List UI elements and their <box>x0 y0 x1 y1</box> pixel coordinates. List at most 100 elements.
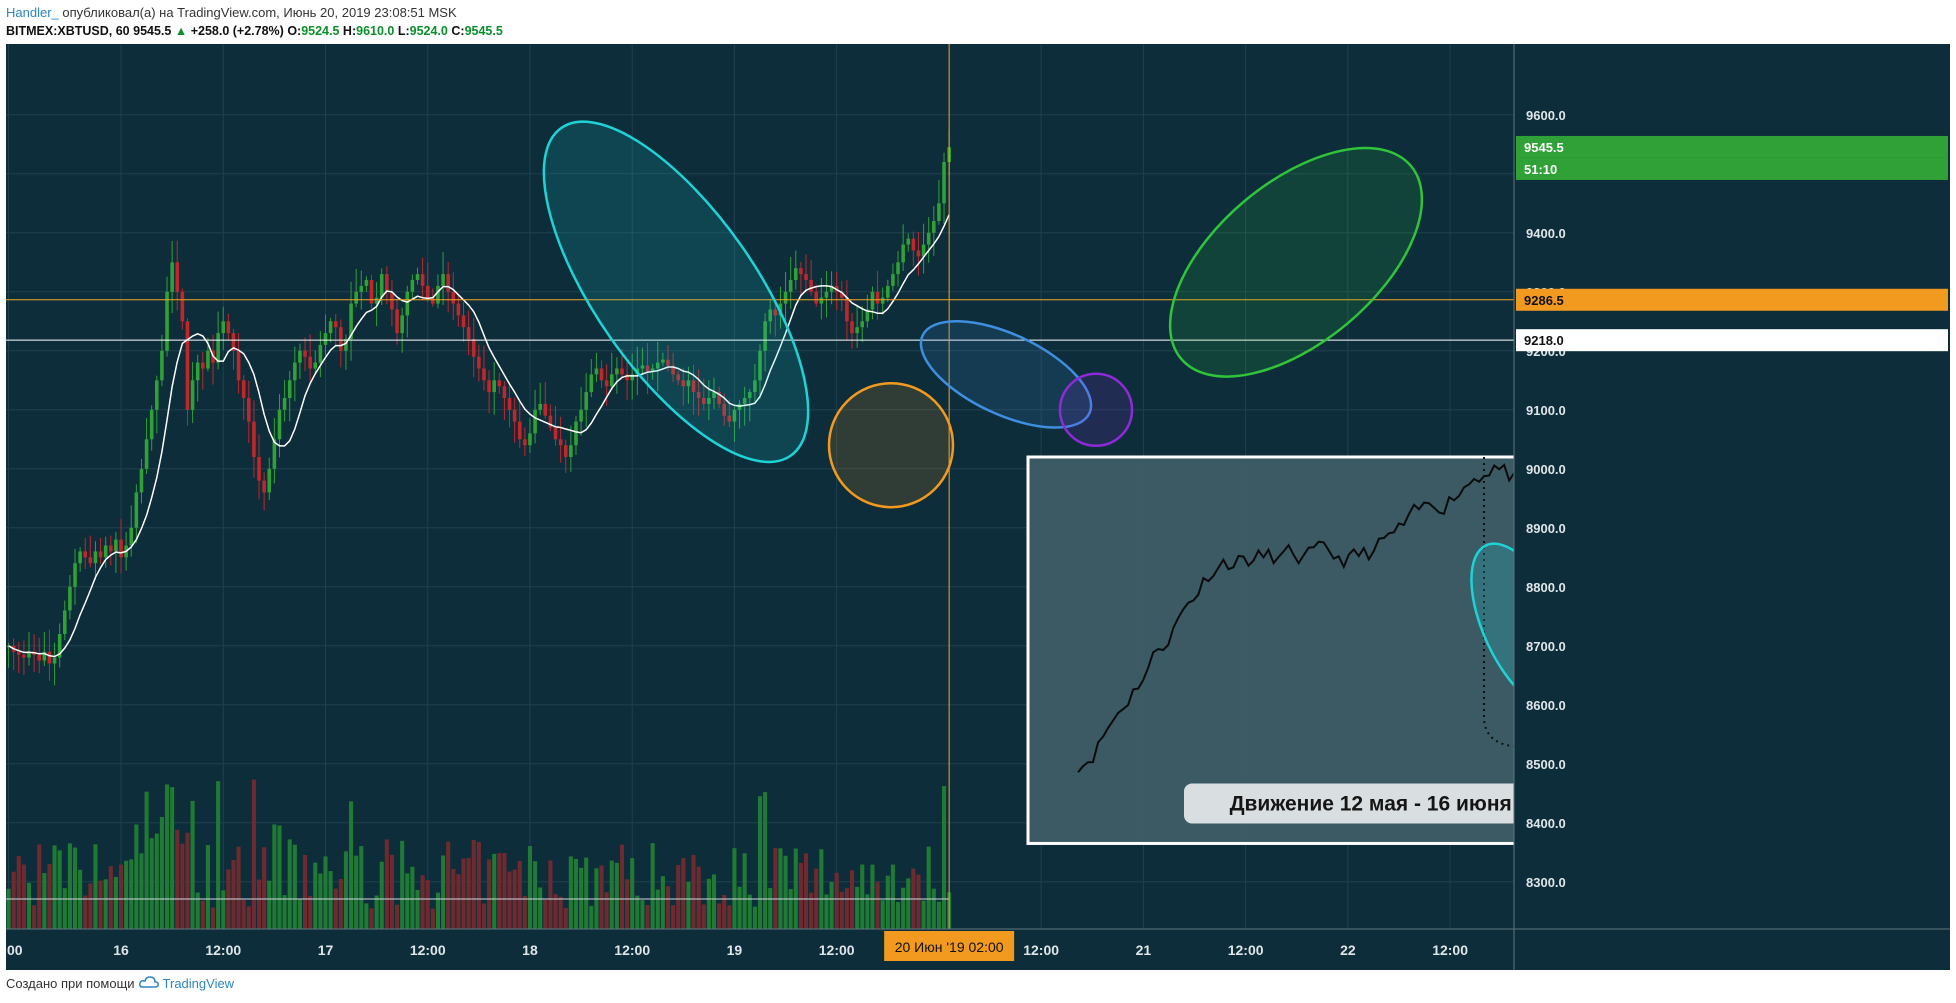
candle-body <box>390 291 394 310</box>
volume-bar <box>768 888 773 929</box>
volume-bar <box>809 892 814 929</box>
footer: Создано при помощи TradingView <box>6 976 234 991</box>
volume-bar <box>696 866 701 929</box>
volume-bar <box>21 864 26 929</box>
author-link[interactable]: Handler_ <box>6 5 59 20</box>
volume-bar <box>430 908 435 929</box>
price-tick-label: 8700.0 <box>1526 639 1566 654</box>
volume-bar <box>333 888 338 929</box>
candle-body <box>870 291 875 310</box>
volume-bar <box>446 841 451 929</box>
candle-body <box>768 309 773 322</box>
volume-bar <box>83 895 88 929</box>
volume-bar <box>926 846 931 929</box>
candle-body <box>676 374 680 381</box>
price-tick-label: 8400.0 <box>1526 816 1566 831</box>
volume-bar <box>875 881 880 929</box>
candle-body <box>68 586 72 611</box>
volume-bar <box>855 886 860 929</box>
candle-body <box>170 262 174 292</box>
chart-header: Handler_ опубликовал(а) на TradingView.c… <box>6 3 503 41</box>
volume-bar <box>732 848 737 929</box>
candle-body <box>558 439 563 446</box>
candle-body <box>247 398 251 422</box>
price-tick-label: 8800.0 <box>1526 580 1566 595</box>
candle-body <box>819 297 824 304</box>
candle-body <box>313 362 318 369</box>
candle-body <box>415 274 420 280</box>
candle-body <box>37 654 42 661</box>
candle-body <box>339 327 343 351</box>
candle-body <box>666 359 670 366</box>
time-tick-label: 12:00 <box>205 942 241 958</box>
volume-bar <box>236 846 241 929</box>
time-tick-label: 12:00 <box>1432 942 1468 958</box>
candle-body <box>548 415 553 428</box>
time-tick-label: 12:00 <box>819 942 855 958</box>
candle-body <box>206 350 210 369</box>
volume-bar <box>778 848 783 929</box>
candle-body <box>625 374 629 381</box>
candle-body <box>425 285 430 298</box>
candle-body <box>323 333 328 345</box>
volume-bar <box>614 862 619 929</box>
candle-body <box>758 350 762 381</box>
candle-body <box>369 280 374 304</box>
close-label: C: <box>451 24 465 38</box>
candle-body <box>533 409 537 434</box>
candle-body <box>615 368 619 375</box>
time-tick-label: 19 <box>727 942 743 958</box>
candle-body <box>630 374 634 381</box>
candle-body <box>103 545 108 558</box>
candle-body <box>277 409 282 440</box>
candle-body <box>599 368 604 381</box>
candle-body <box>840 291 844 298</box>
volume-bar <box>164 784 170 929</box>
volume-bar <box>149 838 154 929</box>
price-chart[interactable]: 3-16 июняДвижение 12 мая - 16 июня (4 ч.… <box>0 44 1950 970</box>
volume-bar <box>425 880 430 929</box>
volume-bar <box>916 874 921 929</box>
low-value: 9524.0 <box>409 24 448 38</box>
candle-body <box>804 274 808 280</box>
ma-line <box>8 214 950 658</box>
volume-bar <box>175 829 180 929</box>
countdown-marker-bg <box>1516 157 1948 180</box>
candle-body <box>109 545 113 552</box>
last-price-marker-bg <box>1516 135 1948 158</box>
candle-body <box>236 350 241 381</box>
volume-bar <box>563 907 568 929</box>
candle-body <box>88 557 93 564</box>
candle-body <box>180 291 185 322</box>
publish-line: Handler_ опубликовал(а) на TradingView.c… <box>6 3 503 22</box>
volume-bar <box>752 906 757 929</box>
volume-bar <box>129 859 134 929</box>
volume-bar <box>26 882 32 929</box>
candle-body <box>364 280 369 286</box>
volume-bar <box>757 796 763 929</box>
chart-area[interactable]: 3-16 июняДвижение 12 мая - 16 июня (4 ч.… <box>0 44 1950 975</box>
candle-body <box>712 392 716 398</box>
volume-bar <box>52 845 57 929</box>
volume-bar <box>72 847 78 929</box>
volume-bar <box>691 855 696 929</box>
volume-bar <box>318 873 323 929</box>
tradingview-link[interactable]: TradingView <box>162 976 235 991</box>
price-tick-label: 9600.0 <box>1526 108 1566 123</box>
candle-body <box>926 232 931 245</box>
candle-body <box>492 380 496 393</box>
volume-bar <box>763 792 768 929</box>
cyan-ellipse <box>542 120 810 464</box>
crosshair-time-bg <box>884 931 1015 961</box>
candle-body <box>318 344 323 363</box>
candle-body <box>57 634 62 658</box>
price-axis-bg <box>1514 44 1950 970</box>
candle-body <box>497 380 502 387</box>
candle-body <box>349 303 353 339</box>
volume-bar <box>619 844 625 929</box>
last-price: 9545.5 <box>133 24 172 38</box>
candle-body <box>487 380 491 393</box>
close-value: 9545.5 <box>464 24 503 38</box>
volume-bar <box>185 832 190 929</box>
volume-bar <box>660 876 665 929</box>
